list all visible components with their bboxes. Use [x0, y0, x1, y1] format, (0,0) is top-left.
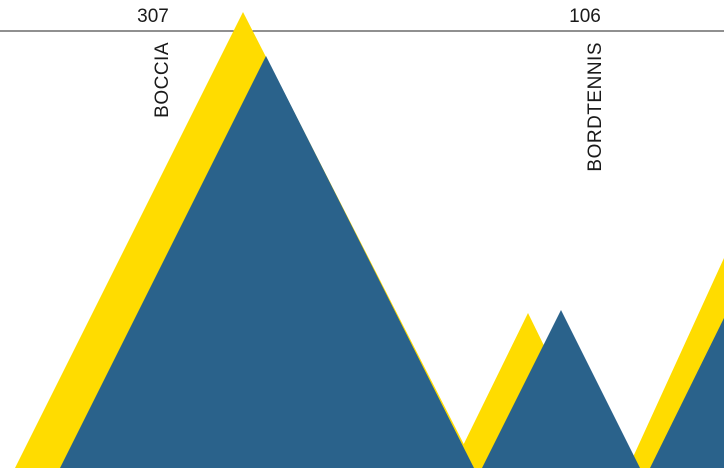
peak-front-bordtennis: [482, 310, 640, 468]
peak-front-offscreen: [650, 318, 724, 468]
category-label-boccia: BOCCIA: [152, 42, 173, 118]
category-label-bordtennis: BORDTENNIS: [585, 42, 606, 172]
value-label-bordtennis: 106: [569, 6, 601, 27]
value-label-boccia: 307: [137, 6, 169, 27]
peak-front-boccia: [60, 56, 474, 468]
